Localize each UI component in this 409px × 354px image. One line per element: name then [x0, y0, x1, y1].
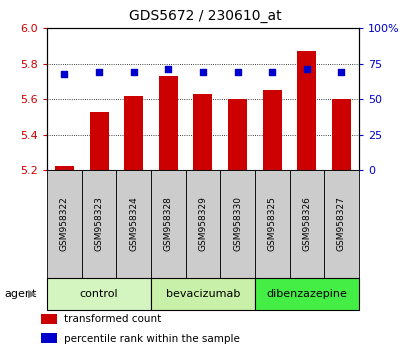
- Text: dibenzazepine: dibenzazepine: [266, 289, 346, 299]
- Bar: [254, 278, 358, 310]
- Text: agent: agent: [4, 289, 36, 299]
- Text: GDS5672 / 230610_at: GDS5672 / 230610_at: [128, 9, 281, 23]
- Bar: [151, 170, 185, 278]
- Text: GSM958328: GSM958328: [164, 196, 173, 251]
- Text: GSM958324: GSM958324: [129, 196, 138, 251]
- Bar: [324, 170, 358, 278]
- Text: GSM958325: GSM958325: [267, 196, 276, 251]
- Bar: [227, 99, 247, 170]
- Bar: [289, 170, 324, 278]
- Point: [130, 69, 137, 75]
- Point: [199, 69, 206, 75]
- Bar: [185, 170, 220, 278]
- Text: ▶: ▶: [28, 289, 36, 299]
- Point: [96, 69, 102, 75]
- Bar: [158, 76, 178, 170]
- Bar: [47, 278, 151, 310]
- Point: [303, 67, 309, 72]
- Point: [61, 71, 67, 76]
- Point: [337, 69, 344, 75]
- Text: GSM958330: GSM958330: [232, 196, 241, 251]
- Text: GSM958322: GSM958322: [60, 196, 69, 251]
- Point: [234, 69, 240, 75]
- Bar: [55, 166, 74, 170]
- Text: GSM958323: GSM958323: [94, 196, 103, 251]
- Text: bevacizumab: bevacizumab: [165, 289, 240, 299]
- Bar: [331, 99, 350, 170]
- Text: GSM958326: GSM958326: [301, 196, 310, 251]
- Bar: [262, 90, 281, 170]
- Text: control: control: [80, 289, 118, 299]
- Bar: [193, 94, 212, 170]
- Bar: [89, 112, 108, 170]
- Point: [268, 69, 275, 75]
- Bar: [297, 51, 316, 170]
- Bar: [220, 170, 254, 278]
- Bar: [47, 170, 81, 278]
- Text: GSM958327: GSM958327: [336, 196, 345, 251]
- Point: [165, 67, 171, 72]
- Bar: [124, 96, 143, 170]
- Text: transformed count: transformed count: [63, 314, 160, 324]
- Text: percentile rank within the sample: percentile rank within the sample: [63, 334, 239, 344]
- Bar: [116, 170, 151, 278]
- Bar: [254, 170, 289, 278]
- Bar: [81, 170, 116, 278]
- Bar: [151, 278, 254, 310]
- Text: GSM958329: GSM958329: [198, 196, 207, 251]
